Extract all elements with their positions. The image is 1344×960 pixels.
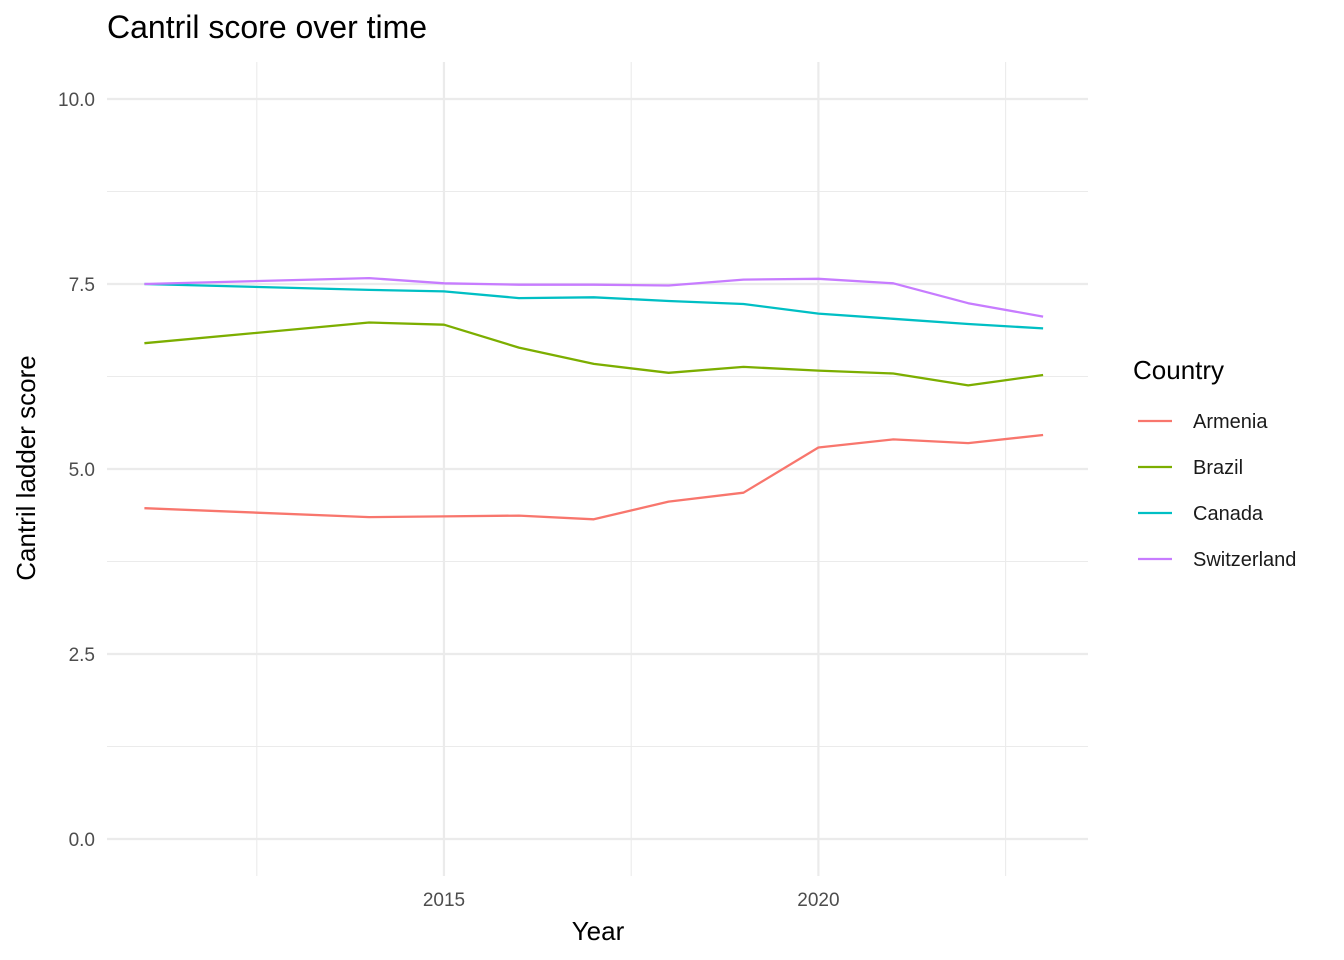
legend: Country Armenia Brazil Canada Switzerland [1133, 355, 1296, 571]
x-axis-ticks: 2015 2020 [423, 890, 840, 911]
x-axis-title: Year [572, 916, 625, 946]
y-tick-label: 5.0 [69, 460, 95, 481]
series-line-switzerland [144, 276, 1044, 318]
legend-items: Armenia Brazil Canada Switzerland [1138, 411, 1296, 571]
y-tick-label: 2.5 [69, 645, 95, 666]
y-tick-label: 10.0 [58, 90, 95, 111]
legend-label: Switzerland [1193, 549, 1296, 571]
legend-label: Brazil [1193, 457, 1243, 479]
y-tick-label: 7.5 [69, 275, 95, 296]
legend-title: Country [1133, 355, 1224, 385]
series-lines [144, 276, 1044, 521]
x-tick-label: 2020 [797, 890, 839, 911]
series-line-brazil [144, 321, 1044, 387]
legend-label: Armenia [1193, 411, 1268, 433]
x-tick-label: 2015 [423, 890, 465, 911]
y-axis-ticks: 0.0 2.5 5.0 7.5 10.0 [58, 90, 95, 851]
legend-label: Canada [1193, 503, 1264, 525]
gridlines [107, 62, 1088, 876]
y-axis-title: Cantril ladder score [11, 355, 41, 580]
y-tick-label: 0.0 [69, 830, 95, 851]
series-line-armenia [144, 433, 1044, 521]
series-line-canada [144, 282, 1044, 330]
chart-title: Cantril score over time [107, 9, 427, 45]
